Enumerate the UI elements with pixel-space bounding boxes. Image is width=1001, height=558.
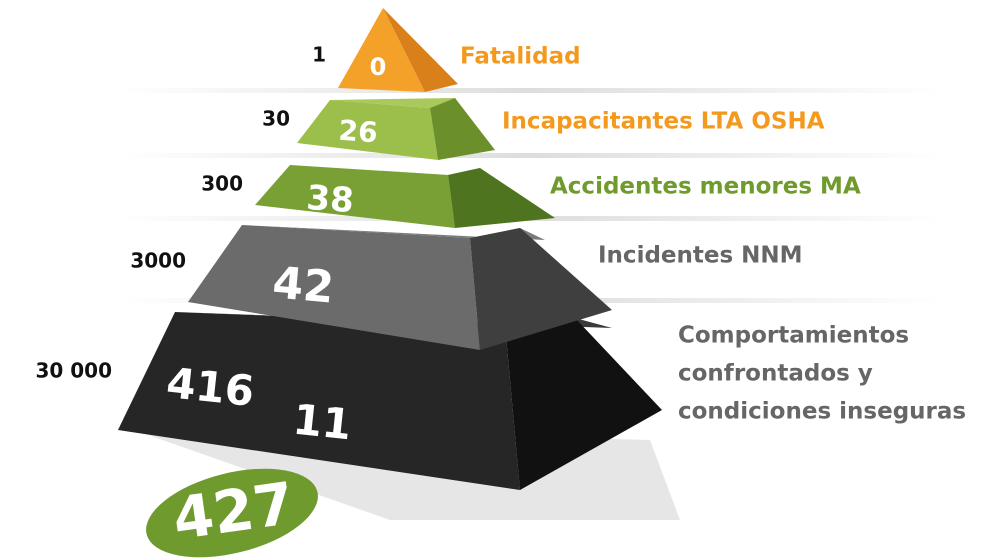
ratio: 1 <box>312 43 326 67</box>
count: 42 <box>270 257 335 313</box>
level-label: Accidentes menores MA <box>550 174 861 200</box>
ratio: 30 <box>262 107 290 131</box>
level-label: condiciones inseguras <box>678 399 966 425</box>
ratio: 3000 <box>130 249 186 273</box>
count: 0 <box>370 53 387 81</box>
count: 26 <box>338 114 379 150</box>
level-label: Incapacitantes LTA OSHA <box>502 109 825 135</box>
ratio: 300 <box>201 172 243 196</box>
count: 416 <box>164 358 256 416</box>
ratio: 30 000 <box>35 359 112 383</box>
level-label: confrontados y <box>678 361 873 387</box>
pyramid-diagram: 1 30 300 3000 30 000 0 26 38 42 416 11 4… <box>0 0 1001 558</box>
tier-2 <box>297 98 495 160</box>
level-label: Comportamientos <box>678 323 909 349</box>
total: 427 <box>169 469 298 553</box>
count: 38 <box>305 178 355 221</box>
level-label: Fatalidad <box>460 44 581 70</box>
count: 11 <box>291 395 354 450</box>
tier-1 <box>338 8 458 92</box>
level-label: Incidentes NNM <box>598 243 803 269</box>
